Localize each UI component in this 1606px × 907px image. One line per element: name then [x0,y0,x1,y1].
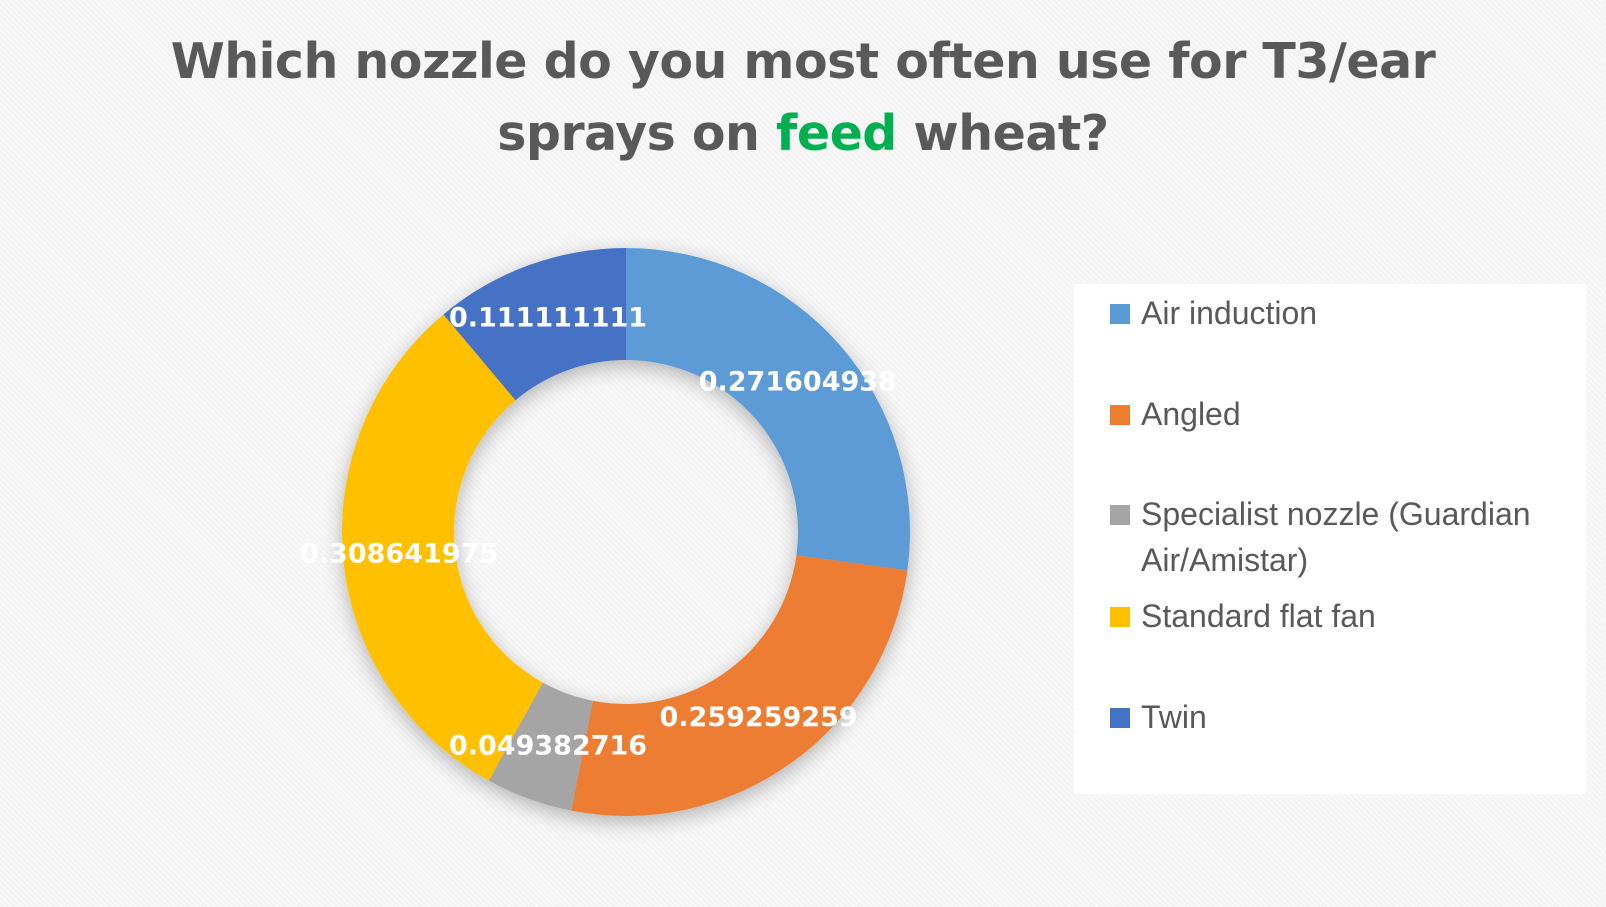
slice-specialist-nozzle-guardian-air-amistar [488,682,593,811]
legend-item-air-induction: Air induction [1110,290,1570,336]
donut-slices [342,247,911,816]
legend-item-standard-flat-fan: Standard flat fan [1110,593,1570,639]
chart-title-line-1: Which nozzle do you most often use for T… [170,33,1436,90]
legend-label-air-induction: Air induction [1141,295,1318,331]
chart-title-line-2-start: sprays on [497,105,777,162]
data-label-specialist-nozzle-guardian-air-amistar: 0.049382716 [449,731,647,762]
legend-item-twin: Twin [1110,694,1570,740]
legend-swatch-twin [1110,708,1130,728]
slice-twin [443,247,626,401]
chart-legend: Air induction Angled Specialist nozzle (Gu… [1074,284,1586,794]
legend-swatch-air-induction [1110,304,1130,324]
slice-air-induction [626,248,911,571]
data-label-standard-flat-fan: 0.308641975 [300,539,498,570]
chart-title-highlight: feed [776,105,897,162]
data-label-twin: 0.111111111 [449,302,647,333]
data-label-air-induction: 0.271604938 [699,367,897,398]
legend-label-standard-flat-fan: Standard flat fan [1141,598,1376,634]
legend-label-specialist-nozzle-guardian-air-amistar: Specialist nozzle (Guardian Air/Amistar) [1141,496,1531,578]
donut-data-labels: 0.271604938 0.259259259 0.049382716 0.30864… [300,302,897,761]
data-label-angled: 0.259259259 [660,702,858,733]
legend-label-angled: Angled [1141,396,1241,432]
slice-standard-flat-fan [342,314,543,781]
legend-swatch-standard-flat-fan [1110,607,1130,627]
legend-label-twin: Twin [1141,699,1207,735]
chart-title-line-2-end: wheat? [896,105,1109,162]
slice-angled [571,555,908,816]
legend-swatch-angled [1110,405,1130,425]
chart-title: Which nozzle do you most often use for T… [0,26,1606,170]
legend-item-specialist-nozzle-guardian-air-amistar: Specialist nozzle (Guardian Air/Amistar) [1110,491,1570,583]
legend-swatch-specialist-nozzle-guardian-air-amistar [1110,505,1130,525]
legend-item-angled: Angled [1110,391,1570,437]
